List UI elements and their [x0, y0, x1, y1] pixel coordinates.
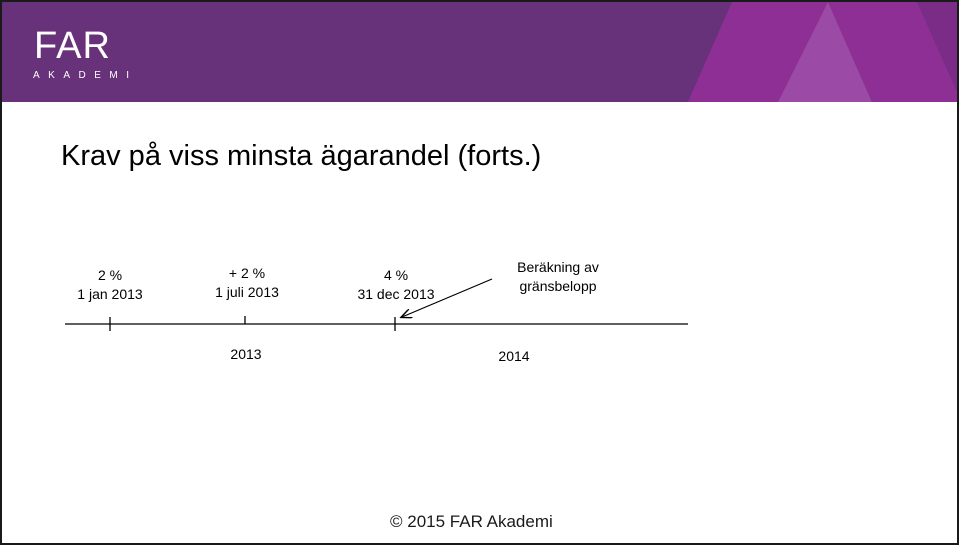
marker-2-label: + 2 % 1 juli 2013: [201, 264, 293, 302]
marker-3-label: 4 % 31 dec 2013: [345, 266, 447, 304]
far-akademi-logo: FAR AKADEMI: [32, 24, 129, 86]
marker-2-percent: + 2 %: [228, 265, 266, 281]
callout-arrow: [402, 278, 493, 317]
marker-1-date: 1 jan 2013: [77, 286, 143, 302]
marker-3-date: 31 dec 2013: [357, 286, 435, 302]
year-2013-label: 2013: [230, 346, 262, 362]
callout-label: Beräkning av gränsbelopp: [502, 258, 614, 296]
marker-3-percent: 4 %: [383, 267, 409, 283]
marker-2-date: 1 juli 2013: [215, 284, 279, 300]
copyright-footer: © 2015 FAR Akademi: [390, 512, 553, 531]
decor-stripe-2: [828, 2, 957, 102]
callout-line-2: gränsbelopp: [519, 278, 597, 294]
year-2014-label: 2014: [498, 348, 530, 364]
marker-1-label: 2 % 1 jan 2013: [64, 266, 156, 304]
callout-line-1: Beräkning av: [517, 259, 599, 275]
decor-stripe-1: [688, 2, 828, 102]
logo-subtext: AKADEMI: [33, 70, 138, 81]
slide-title: Krav på viss minsta ägarandel (forts.): [61, 140, 542, 172]
header-banner: FAR AKADEMI: [2, 2, 957, 102]
decor-corner: [917, 2, 957, 92]
decor-triangle: [778, 2, 872, 102]
marker-1-percent: 2 %: [97, 267, 123, 283]
header-decoration: [688, 2, 957, 102]
logo-wordmark: FAR: [34, 25, 111, 67]
